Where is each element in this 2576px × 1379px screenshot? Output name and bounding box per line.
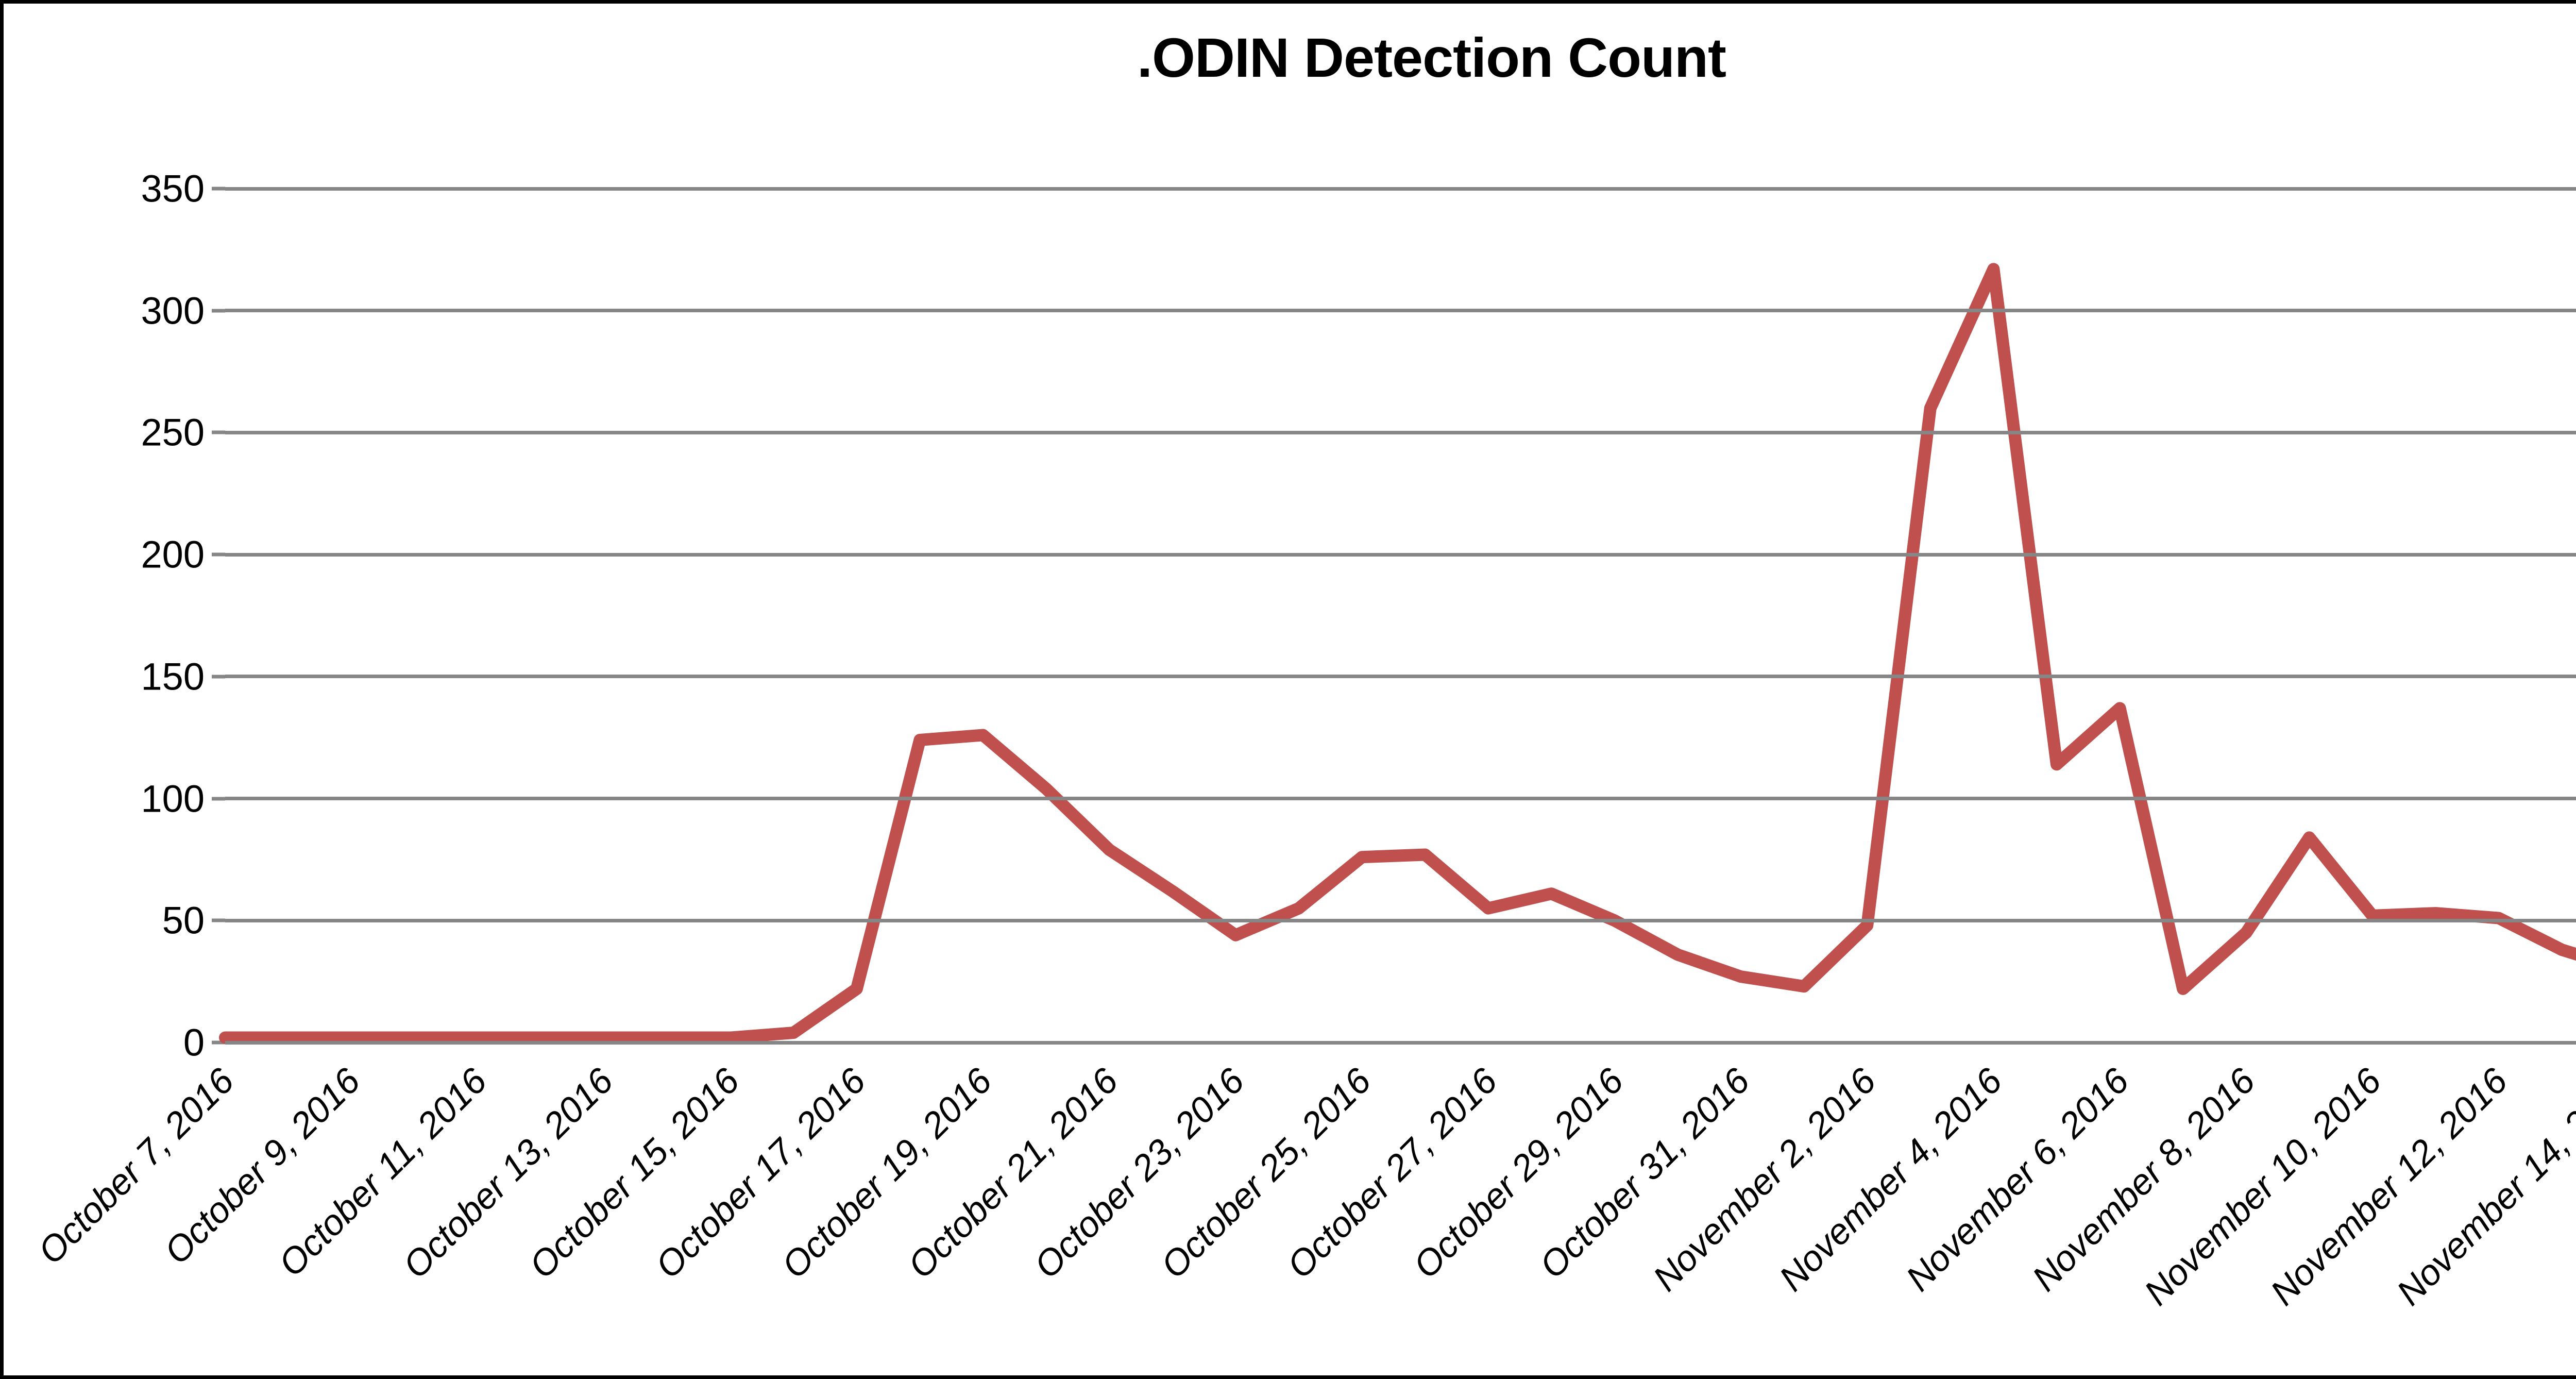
y-axis-tick-label: 200 [141, 533, 205, 576]
plot-area [225, 187, 2576, 1045]
detection-count-line [225, 269, 2576, 1037]
gridline [225, 187, 2576, 191]
y-axis-tick-mark [212, 675, 225, 679]
gridline [225, 552, 2576, 557]
y-axis-tick-mark [212, 918, 225, 922]
y-axis-tick-label: 0 [183, 1021, 205, 1064]
x-axis-tick-label: October 17, 2016 [648, 1060, 873, 1286]
gridline [225, 675, 2576, 679]
y-axis-tick-mark [212, 187, 225, 191]
line-series [225, 189, 2576, 1042]
chart-title: .ODIN Detection Count [1137, 26, 1726, 89]
y-axis-tick-label: 50 [162, 899, 205, 942]
gridline [225, 309, 2576, 313]
x-axis-tick-label: October 31, 2016 [1532, 1060, 1757, 1286]
y-axis-tick-label: 150 [141, 655, 205, 698]
gridline [225, 430, 2576, 434]
x-axis-tick-label: November 8, 2016 [2024, 1060, 2263, 1299]
y-axis-tick-label: 250 [141, 411, 205, 454]
y-axis-tick-mark [212, 797, 225, 801]
gridline [225, 1040, 2576, 1045]
x-axis-tick-label: October 15, 2016 [521, 1060, 747, 1286]
y-axis-tick-mark [212, 552, 225, 557]
x-axis-tick-label: November 10, 2016 [2136, 1060, 2389, 1313]
x-axis-tick-label: October 11, 2016 [270, 1060, 495, 1284]
y-axis-tick-label: 350 [141, 167, 205, 210]
x-axis-tick-label: October 19, 2016 [774, 1060, 999, 1286]
x-axis-tick-label: October 23, 2016 [1026, 1060, 1252, 1286]
x-axis: October 7, 2016 October 9, 2016 October 11… [30, 1048, 2576, 1375]
gridline [225, 918, 2576, 922]
x-axis-tick-label: November 4, 2016 [1771, 1060, 2010, 1299]
y-axis-tick-mark [212, 309, 225, 313]
gridline [225, 797, 2576, 801]
x-axis-tick-label: November 2, 2016 [1645, 1060, 1884, 1299]
x-axis-tick-label: October 27, 2016 [1279, 1060, 1505, 1286]
x-axis-tick-label: October 29, 2016 [1405, 1060, 1631, 1286]
y-axis-tick-label: 300 [141, 289, 205, 332]
y-axis-tick-label: 100 [141, 777, 205, 820]
y-axis-tick-mark [212, 1040, 225, 1045]
x-axis-tick-label: October 25, 2016 [1153, 1060, 1379, 1286]
x-axis-tick-label: November 6, 2016 [1897, 1060, 2137, 1299]
x-axis-tick-label: November 12, 2016 [2262, 1060, 2515, 1313]
x-axis-tick-label: October 21, 2016 [900, 1060, 1126, 1286]
x-axis-tick-label: October 13, 2016 [395, 1060, 621, 1286]
y-axis-tick-mark [212, 430, 225, 434]
y-axis: 0 50 100 150 200 250 300 350 [4, 167, 225, 1064]
